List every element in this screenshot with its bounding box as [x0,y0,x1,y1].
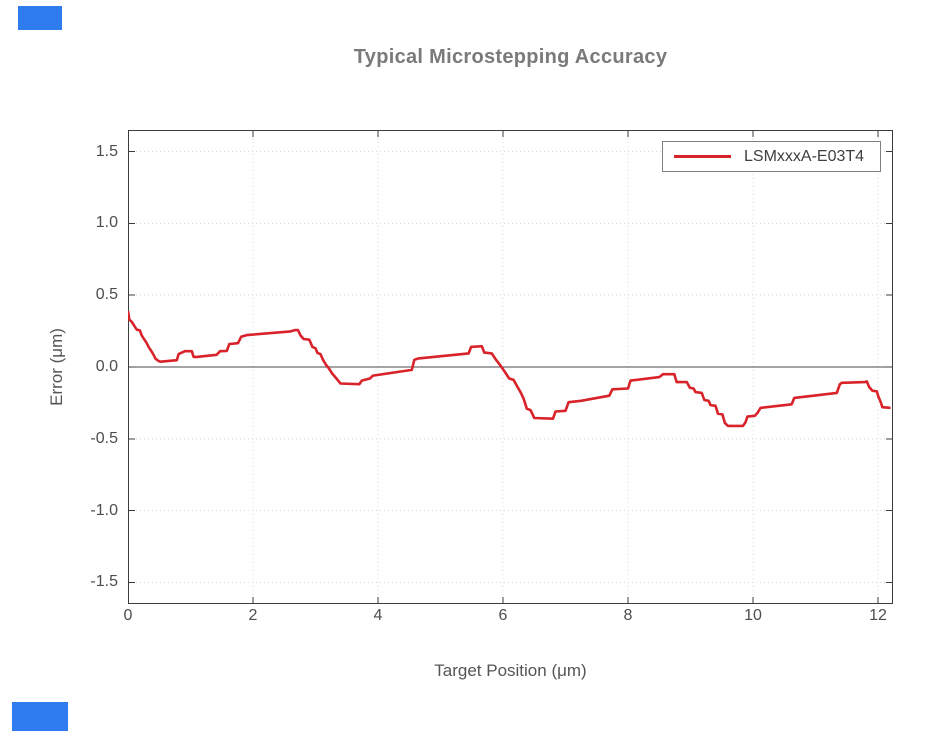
x-tick-label: 4 [373,607,383,624]
x-tick-label: 12 [869,607,887,624]
x-tick-label: 10 [744,607,762,624]
x-tick-label: 2 [248,607,258,624]
y-tick-label: -0.5 [90,429,118,447]
y-tick-label: 1.0 [95,214,118,232]
chart-title: Typical Microstepping Accuracy [353,46,668,68]
y-tick-label: 0.5 [95,286,118,304]
legend-line-sample [674,155,731,158]
y-tick-label: 1.5 [95,142,118,160]
y-axis-label: Error (μm) [47,328,66,406]
masked-region-top-left [18,6,62,30]
plot-canvas [128,130,893,604]
x-axis-label: Target Position (μm) [434,661,587,680]
masked-region-bottom-left [12,702,68,731]
legend-entry-label: LSMxxxA-E03T4 [744,147,865,165]
x-tick-label: 0 [123,607,133,624]
y-tick-label: 0.0 [95,358,118,375]
x-tick-label: 6 [498,607,508,624]
plot-area [128,130,893,604]
legend: LSMxxxA-E03T4 [662,141,881,172]
y-tick-label: -1.0 [90,501,118,519]
y-tick-label: -1.5 [90,573,118,591]
x-tick-label: 8 [623,607,633,624]
